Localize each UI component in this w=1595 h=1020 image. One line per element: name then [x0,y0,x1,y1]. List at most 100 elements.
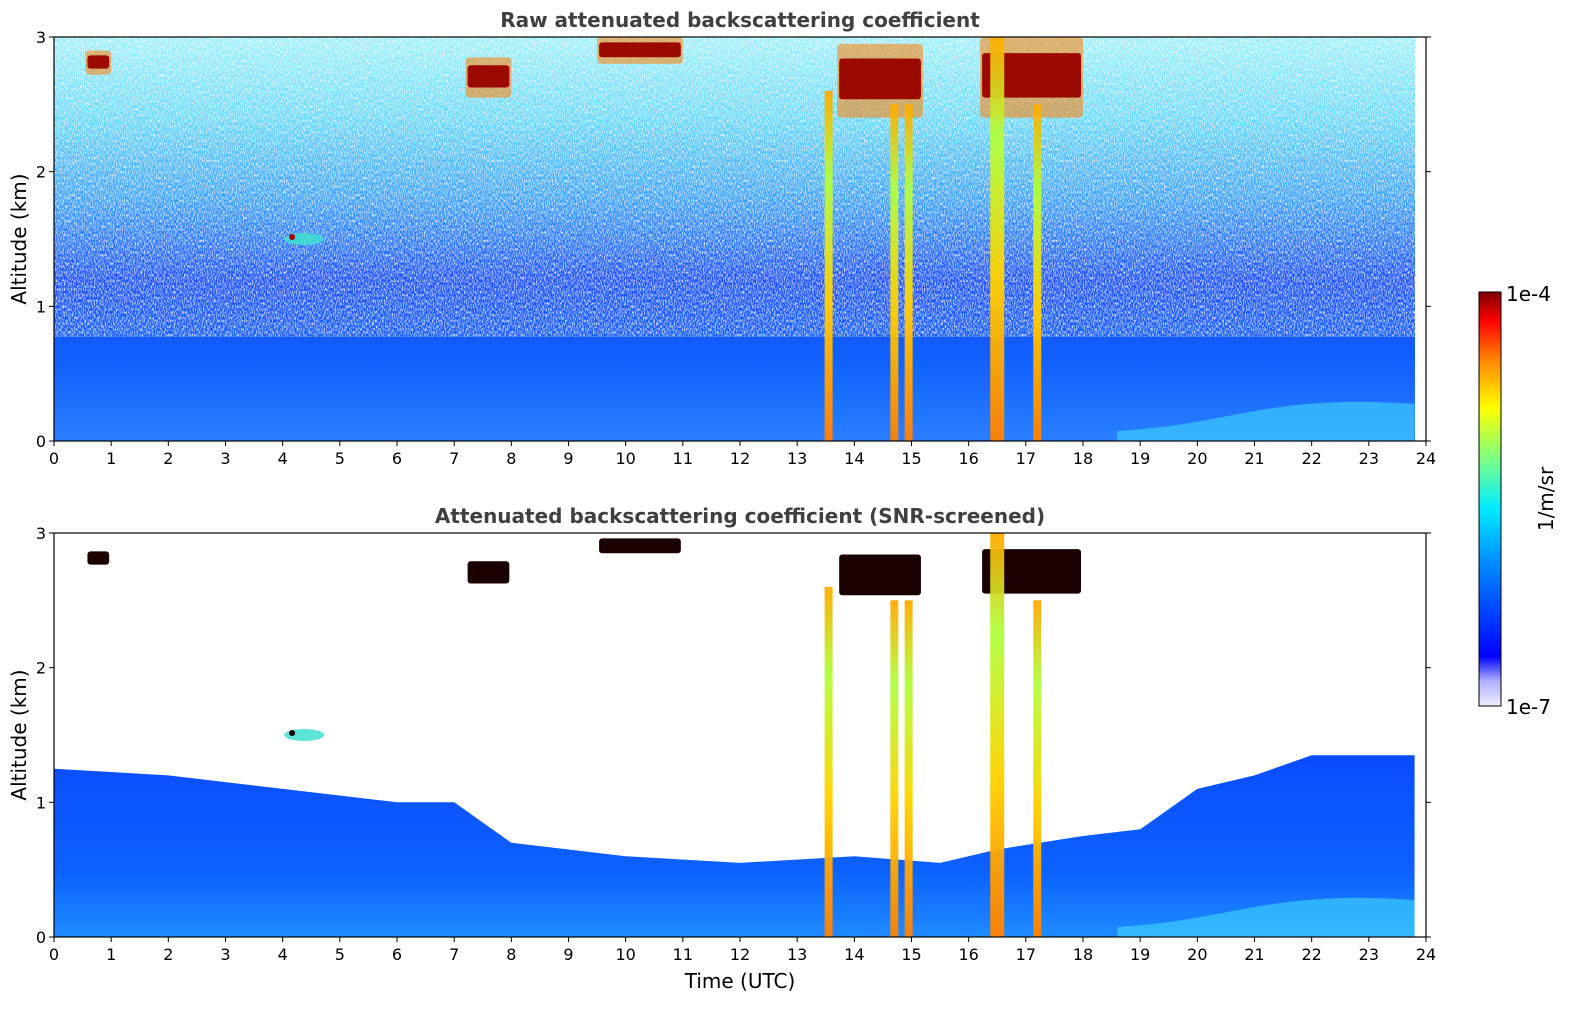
screened-precipitation-column [990,533,1005,937]
raw-x-tick-label: 15 [901,449,921,468]
screened-y-tick-label: 2 [36,659,46,678]
raw-features [85,37,1415,441]
raw-x-tick-label: 12 [730,449,750,468]
screened-surface-aerosol [1117,897,1415,937]
panel-screened: Attenuated backscattering coefficient (S… [7,504,1436,993]
raw-x-tick-label: 6 [392,449,402,468]
screened-x-tick-label: 2 [163,945,173,964]
raw-x-tick-label: 16 [958,449,978,468]
screened-y-tick-label: 1 [36,793,46,812]
screened-x-tick-label: 18 [1073,945,1093,964]
screened-x-tick-label: 17 [1016,945,1036,964]
raw-x-tick-label: 24 [1416,449,1436,468]
raw-x-tick-label: 7 [449,449,459,468]
screened-x-tick-label: 19 [1130,945,1150,964]
raw-y-tick-label: 3 [36,28,46,47]
raw-x-tick-label: 20 [1187,449,1207,468]
colorbar-unit-label: 1/m/sr [1534,466,1558,531]
screened-x-tick-label: 3 [220,945,230,964]
raw-x-tick-label: 14 [844,449,864,468]
raw-x-tick-label: 1 [106,449,116,468]
screened-precipitation-column [904,600,913,937]
raw-surface-aerosol [1117,401,1415,441]
screened-cloud-layer [87,551,110,565]
raw-x-tick-label: 4 [278,449,288,468]
screened-boundary-layer [54,755,1415,937]
screened-x-tick-label: 24 [1416,945,1436,964]
raw-x-tick-label: 9 [563,449,573,468]
screened-x-tick-label: 20 [1187,945,1207,964]
screened-precipitation-column [1033,600,1042,937]
raw-cloud-layer [839,58,921,100]
screened-aerosol-core [289,730,296,736]
raw-cloud-layer [87,55,110,69]
screened-y-tick-label: 0 [36,928,46,947]
screened-x-tick-label: 23 [1359,945,1379,964]
screened-x-tick-label: 22 [1301,945,1321,964]
raw-x-tick-label: 19 [1130,449,1150,468]
raw-x-tick-label: 5 [335,449,345,468]
screened-x-tick-label: 16 [958,945,978,964]
raw-noise-speckle [54,37,1415,337]
screened-cloud-layer [982,549,1081,594]
screened-x-tick-label: 11 [673,945,693,964]
colorbar: 1e-4 1e-7 1/m/sr [1478,282,1558,719]
screened-x-tick-label: 14 [844,945,864,964]
raw-aerosol-core [289,234,296,240]
panel-raw-title: Raw attenuated backscattering coefficien… [500,8,980,32]
screened-x-tick-label: 13 [787,945,807,964]
screened-x-tick-label: 21 [1244,945,1264,964]
screened-features [87,533,1415,937]
colorbar-gradient [1478,291,1502,707]
colorbar-max-label: 1e-4 [1506,282,1551,306]
raw-x-tick-label: 13 [787,449,807,468]
raw-after-end-blank [1415,37,1426,441]
panel-raw: Raw attenuated backscattering coefficien… [7,8,1436,468]
raw-y-tick-label: 0 [36,432,46,451]
raw-y-tick-label: 2 [36,163,46,182]
raw-y-axis-label: Altitude (km) [7,173,31,304]
screened-x-tick-label: 10 [615,945,635,964]
raw-precipitation-column [1033,104,1042,441]
raw-x-tick-label: 11 [673,449,693,468]
raw-precipitation-column [890,104,899,441]
screened-x-tick-label: 9 [563,945,573,964]
screened-x-tick-label: 12 [730,945,750,964]
raw-x-tick-label: 23 [1359,449,1379,468]
x-axis-label: Time (UTC) [684,969,796,993]
screened-cloud-layer [599,538,681,554]
screened-x-ticks: 0 1 2 3 4 5 6 7 8 9 10 11 12 13 14 15 16 17 18 19 20 21 22 23 24 [49,937,1436,964]
raw-cloud-layer [467,65,510,88]
screened-cloud-layer [467,561,510,584]
screened-x-tick-label: 1 [106,945,116,964]
screened-y-ticks: 0 1 2 3 [36,524,1431,947]
screened-precipitation-column [824,586,833,937]
raw-y-tick-label: 1 [36,297,46,316]
raw-precipitation-column [904,104,913,441]
screened-y-tick-label: 3 [36,524,46,543]
screened-precipitation-column [890,600,899,937]
raw-x-tick-label: 10 [615,449,635,468]
screened-cloud-layer [839,554,921,596]
raw-x-tick-label: 0 [49,449,59,468]
raw-precipitation-column [990,37,1005,441]
screened-x-tick-label: 7 [449,945,459,964]
screened-x-tick-label: 5 [335,945,345,964]
raw-x-tick-label: 18 [1073,449,1093,468]
raw-x-tick-label: 17 [1016,449,1036,468]
raw-x-ticks: 0 1 2 3 4 5 6 7 8 9 10 11 12 13 14 15 16 17 18 19 20 21 22 23 24 [49,441,1436,468]
screened-y-axis-label: Altitude (km) [7,669,31,800]
raw-x-tick-label: 3 [220,449,230,468]
colorbar-min-label: 1e-7 [1506,695,1551,719]
raw-x-tick-label: 2 [163,449,173,468]
screened-x-tick-label: 0 [49,945,59,964]
screened-x-tick-label: 15 [901,945,921,964]
raw-cloud-layer [982,53,1081,98]
raw-cloud-layer [599,42,681,58]
panel-screened-title: Attenuated backscattering coefficient (S… [435,504,1045,528]
screened-x-tick-label: 8 [506,945,516,964]
raw-x-tick-label: 21 [1244,449,1264,468]
raw-x-tick-label: 8 [506,449,516,468]
raw-precipitation-column [824,90,833,441]
